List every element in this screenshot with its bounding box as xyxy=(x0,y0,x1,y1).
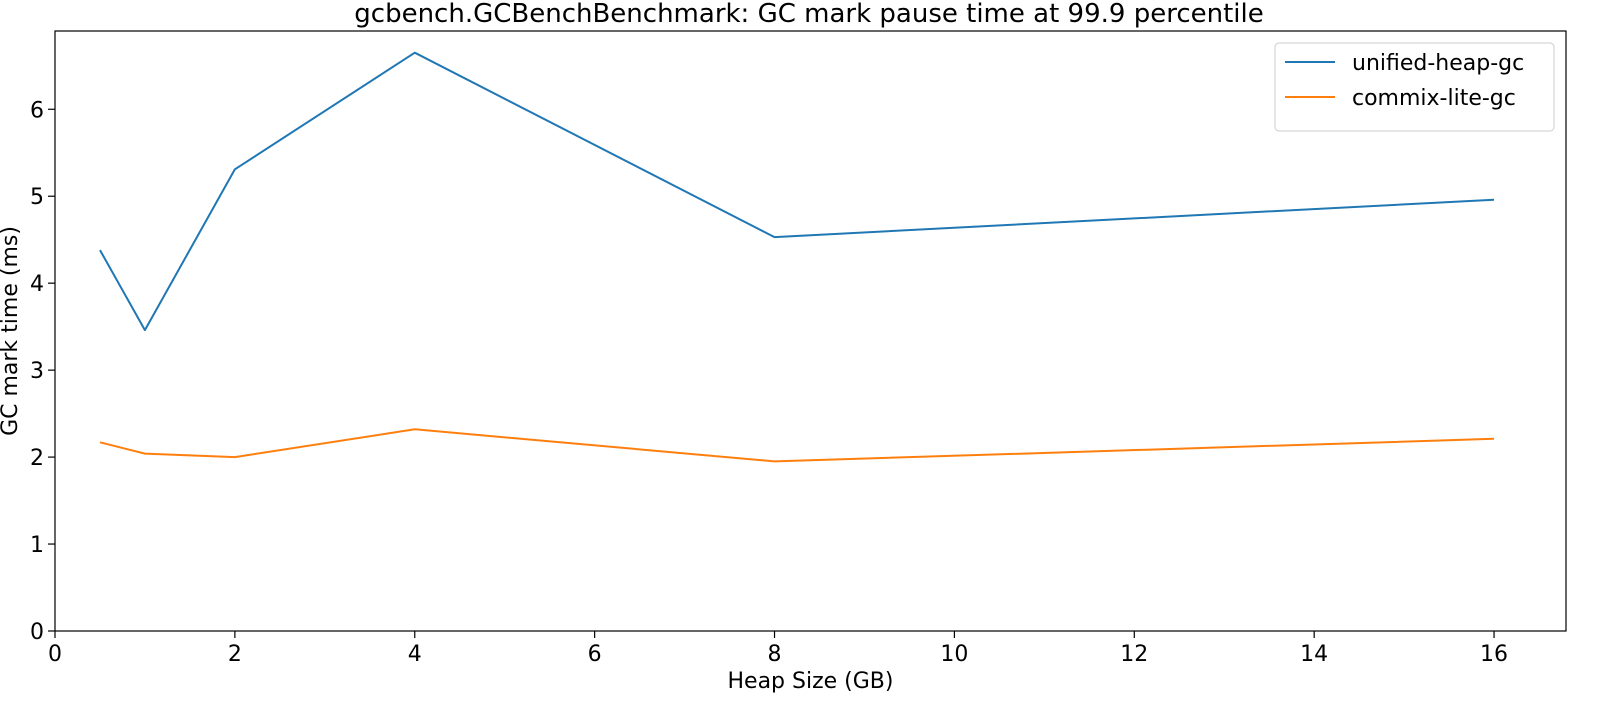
x-tick-label: 4 xyxy=(408,642,422,667)
y-tick-label: 3 xyxy=(30,359,44,384)
y-tick-label: 0 xyxy=(30,620,44,645)
plot-frame xyxy=(54,30,1567,632)
x-tick-label: 14 xyxy=(1300,642,1328,667)
x-tick-label: 2 xyxy=(228,642,242,667)
x-tick-label: 8 xyxy=(768,642,782,667)
y-tick-label: 1 xyxy=(30,533,44,558)
y-tick-label: 2 xyxy=(30,446,44,471)
x-axis-title: Heap Size (GB) xyxy=(728,669,894,694)
x-tick-label: 12 xyxy=(1120,642,1148,667)
legend: unified-heap-gc commix-lite-gc xyxy=(1274,42,1555,132)
y-tick-label: 6 xyxy=(30,98,44,123)
y-tick-label: 5 xyxy=(30,185,44,210)
x-tick-label: 6 xyxy=(588,642,602,667)
series-line-commix-lite-gc xyxy=(99,428,1495,463)
y-axis-title: GC mark time (ms) xyxy=(0,226,23,436)
y-tick-label: 4 xyxy=(30,272,44,297)
x-tick-label: 10 xyxy=(940,642,968,667)
chart-title: gcbench.GCBenchBenchmark: GC mark pause … xyxy=(354,0,1263,29)
x-tick-label: 16 xyxy=(1480,642,1508,667)
legend-label: unified-heap-gc xyxy=(1352,51,1524,76)
plot-area xyxy=(99,51,1495,463)
legend-box xyxy=(1274,42,1555,132)
legend-label: commix-lite-gc xyxy=(1352,86,1516,111)
series-line-unified-heap-gc xyxy=(99,51,1495,332)
x-tick-label: 0 xyxy=(48,642,62,667)
